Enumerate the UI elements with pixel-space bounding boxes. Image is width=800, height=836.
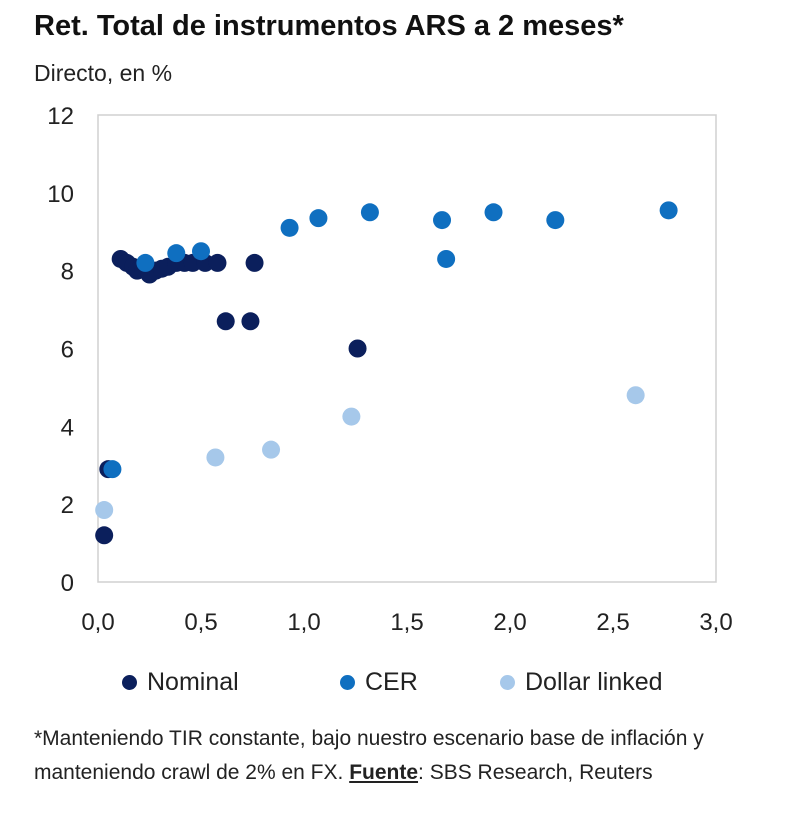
x-tick-label: 2,0 [493, 609, 526, 636]
data-point-cer[interactable] [360, 203, 379, 222]
data-point-nominal[interactable] [208, 253, 227, 272]
footnote-text: *Manteniendo TIR constante, bajo nuestro… [34, 727, 704, 784]
x-tick-label: 0,5 [184, 609, 217, 636]
data-point-cer[interactable] [309, 209, 328, 228]
scatter-chart: 0 2 4 6 8 10 12 0,0 0,5 1,0 1,5 2,0 2,5 3,0 [47, 103, 732, 636]
y-tick-label: 12 [47, 103, 74, 130]
data-point-nominal[interactable] [216, 312, 235, 331]
data-point-cer[interactable] [546, 211, 565, 230]
data-point-cer[interactable] [192, 242, 210, 261]
legend-label-cer: CER [365, 668, 418, 696]
x-tick-label: 1,0 [287, 609, 320, 636]
data-point-cer[interactable] [280, 218, 299, 237]
footnote: *Manteniendo TIR constante, bajo nuestro… [34, 722, 794, 790]
footnote-source-text: : SBS Research, Reuters [418, 761, 653, 784]
y-tick-label: 4 [61, 414, 74, 441]
legend-item-nominal[interactable]: Nominal [122, 668, 239, 697]
data-point-dollar-linked[interactable] [626, 386, 645, 405]
data-point-cer[interactable] [103, 460, 122, 479]
data-point-cer[interactable] [433, 211, 452, 230]
y-tick-label: 10 [47, 181, 74, 208]
x-tick-label: 3,0 [699, 609, 732, 636]
data-point-dollar-linked[interactable] [206, 448, 225, 467]
legend-marker-cer [340, 675, 355, 690]
chart-legend: Nominal CER Dollar linked [0, 668, 800, 708]
legend-label-nominal: Nominal [147, 668, 239, 696]
data-point-dollar-linked[interactable] [95, 501, 114, 520]
data-point-nominal[interactable] [241, 312, 260, 331]
data-point-cer[interactable] [136, 253, 155, 272]
data-point-dollar-linked[interactable] [262, 440, 281, 459]
y-tick-label: 6 [61, 337, 74, 364]
x-tick-label: 2,5 [596, 609, 629, 636]
data-point-cer[interactable] [659, 201, 678, 220]
y-tick-label: 2 [61, 492, 74, 519]
x-tick-label: 0,0 [81, 609, 114, 636]
legend-label-dollar-linked: Dollar linked [525, 668, 663, 696]
plot-area [97, 114, 717, 583]
footnote-source-label[interactable]: Fuente [349, 761, 419, 784]
data-point-cer[interactable] [484, 203, 503, 222]
x-tick-label: 1,5 [390, 609, 423, 636]
data-point-cer[interactable] [437, 249, 456, 268]
data-point-nominal[interactable] [245, 253, 264, 272]
data-point-cer[interactable] [167, 244, 186, 263]
y-tick-label: 8 [61, 259, 74, 286]
legend-item-dollar-linked[interactable]: Dollar linked [500, 668, 663, 697]
legend-marker-dollar-linked [500, 675, 515, 690]
data-point-nominal[interactable] [95, 526, 114, 545]
chart-title: Ret. Total de instrumentos ARS a 2 meses… [34, 10, 624, 42]
legend-marker-nominal [122, 675, 137, 690]
chart-subtitle: Directo, en % [34, 60, 173, 86]
legend-item-cer[interactable]: CER [340, 668, 418, 697]
y-tick-label: 0 [61, 570, 74, 597]
data-point-nominal[interactable] [348, 339, 367, 358]
data-point-dollar-linked[interactable] [342, 407, 361, 426]
